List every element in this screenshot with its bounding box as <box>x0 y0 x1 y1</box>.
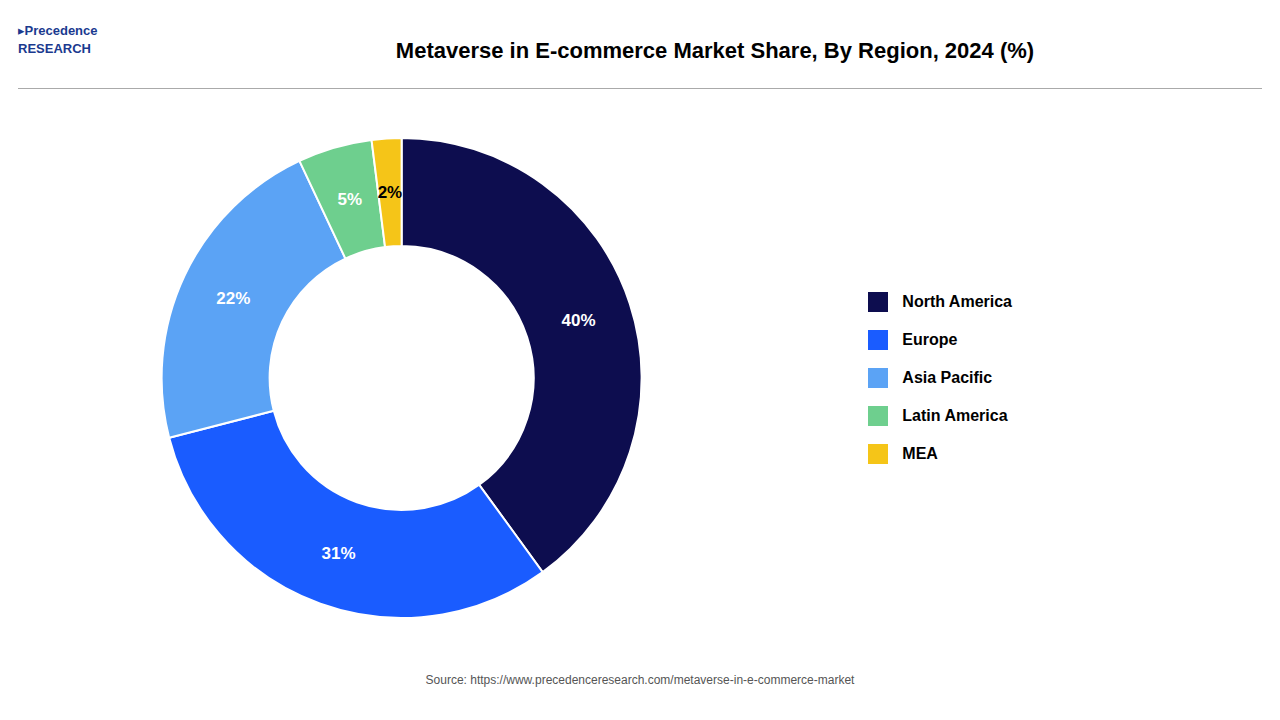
html-text:Asia Pacific: Asia Pacific <box>902 369 993 386</box>
svg-text:31%: 31% <box>322 544 356 563</box>
html-text:Source: https://www.precedence: Source: https://www.precedenceresearch.c… <box>425 673 855 687</box>
html-text:North America: North America <box>902 293 1012 310</box>
svg-text:40%: 40% <box>562 311 596 330</box>
svg-text:2%: 2% <box>378 183 403 202</box>
html-text:MEA: MEA <box>902 445 938 462</box>
svg-text:22%: 22% <box>216 289 250 308</box>
html-text:Europe: Europe <box>902 331 958 348</box>
html-text:Latin America: Latin America <box>902 407 1008 424</box>
svg-text:5%: 5% <box>337 190 362 209</box>
html-text:Metaverse in E-commerce Market: Metaverse in E-commerce Market Share, By… <box>395 38 1035 63</box>
html-text:▸Precedence: ▸Precedence <box>18 23 98 38</box>
html-text:RESEARCH: RESEARCH <box>18 41 91 57</box>
